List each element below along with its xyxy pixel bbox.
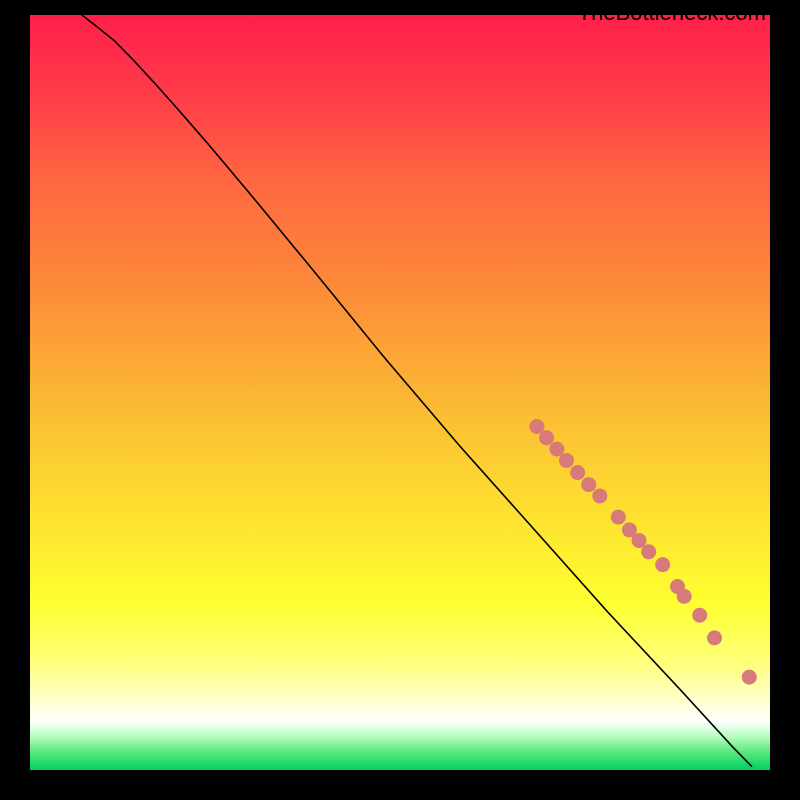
plot-area (30, 15, 770, 770)
scatter-point (611, 510, 626, 525)
curve-line (82, 15, 752, 766)
markers-group (529, 419, 756, 685)
scatter-point (692, 608, 707, 623)
scatter-point (539, 430, 554, 445)
watermark-text: TheBottleneck.com (578, 0, 766, 26)
scatter-point (641, 544, 656, 559)
chart-frame: TheBottleneck.com (0, 0, 800, 800)
scatter-point (707, 630, 722, 645)
scatter-point (581, 477, 596, 492)
scatter-point (655, 557, 670, 572)
scatter-point (742, 670, 757, 685)
scatter-point (570, 465, 585, 480)
scatter-point (592, 488, 607, 503)
scatter-point (559, 453, 574, 468)
plot-svg (30, 15, 770, 770)
scatter-point (677, 589, 692, 604)
